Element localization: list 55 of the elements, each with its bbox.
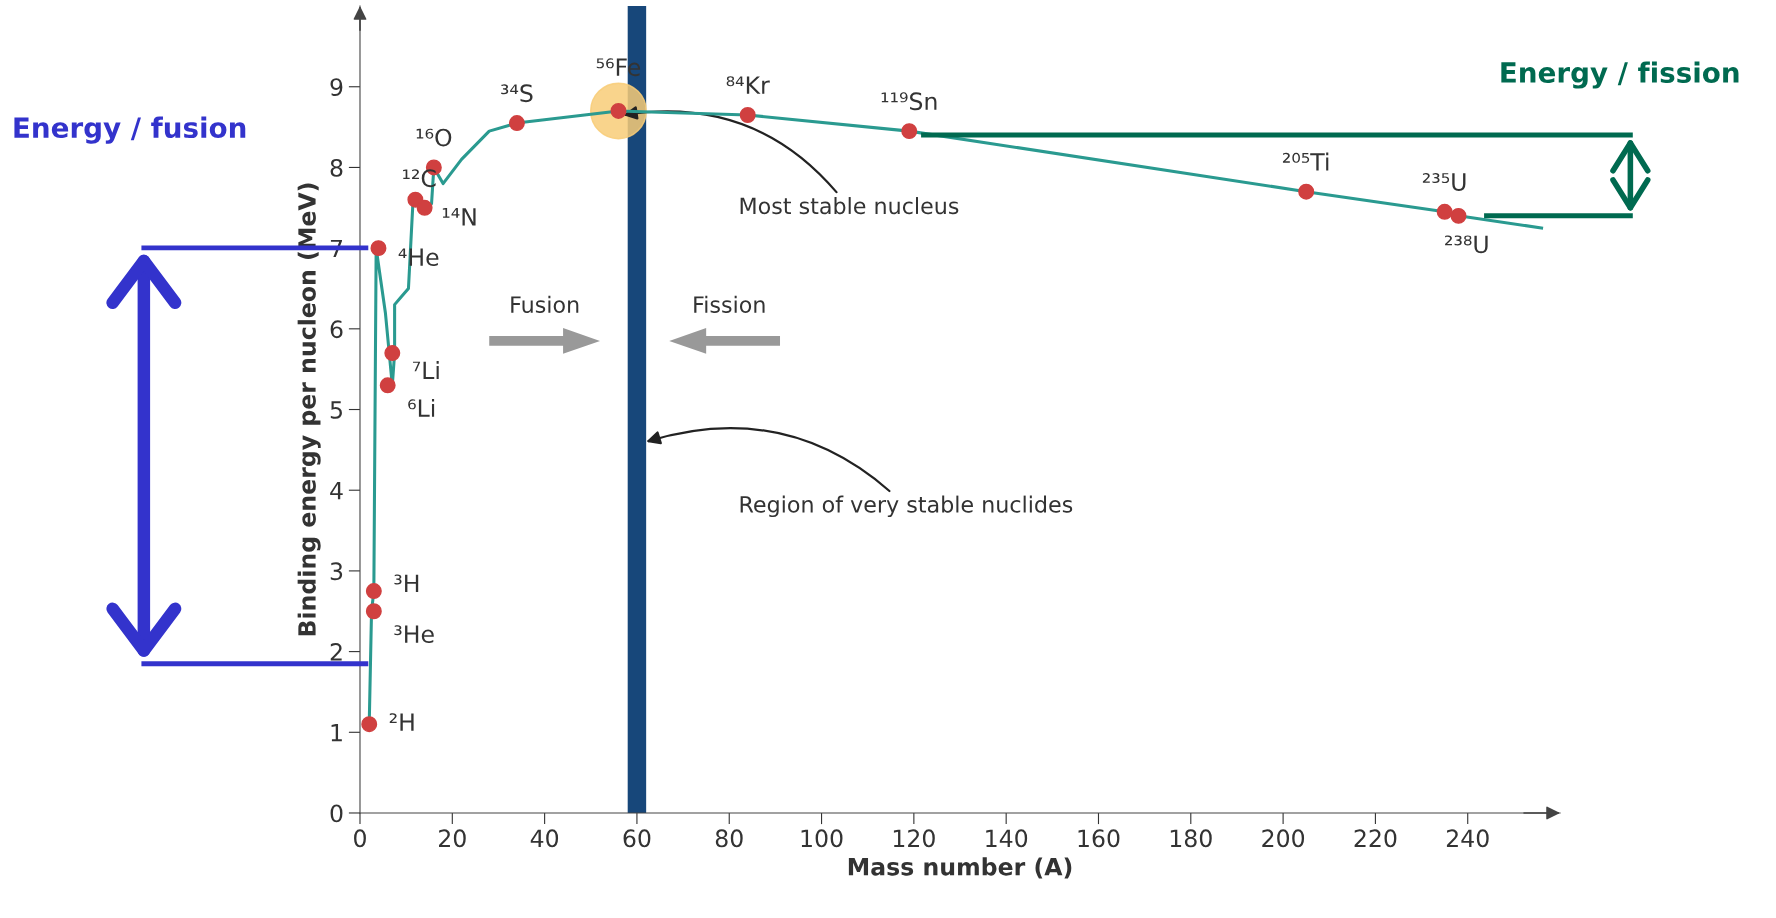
annotation: ⁸⁴Kr <box>726 76 770 94</box>
x-tick-label: 200 <box>1262 829 1305 848</box>
y-tick-label: 1 <box>331 724 342 742</box>
annotation: ¹¹⁹Sn <box>881 92 937 111</box>
annotation: Fusion <box>511 295 579 314</box>
annotation: Fission <box>694 295 765 314</box>
annotation: ²³⁵U <box>1422 173 1466 191</box>
point <box>365 603 382 620</box>
annotation: ¹⁴N <box>442 208 476 226</box>
annotation: ⁷Li <box>413 361 439 379</box>
point <box>739 107 756 123</box>
x-tick-label: 140 <box>986 829 1028 848</box>
annotation: Most stable nucleus <box>740 197 959 215</box>
x-tick-label: 80 <box>715 829 743 848</box>
annotation: Energy / fission <box>1501 61 1739 89</box>
y-tick-label: 0 <box>330 804 343 823</box>
x-tick-label: 120 <box>893 829 935 848</box>
y-tick-label: 5 <box>330 401 342 419</box>
x-tick-label: 180 <box>1170 829 1212 848</box>
point <box>384 345 401 362</box>
x-tick-label: 220 <box>1354 829 1397 848</box>
point <box>1436 203 1453 220</box>
point <box>365 583 382 600</box>
annotation: ³He <box>394 625 434 644</box>
annotation: ²³⁸U <box>1445 235 1488 254</box>
point <box>361 716 378 733</box>
annotation: ²H <box>389 713 414 731</box>
point <box>416 199 433 216</box>
text: Energy / fusion <box>14 116 246 144</box>
y-tick-label: 3 <box>330 562 343 581</box>
x-tick-label: 160 <box>1078 829 1120 848</box>
x-axis-title: Mass number (A) <box>848 857 1072 879</box>
annotation: ³⁴S <box>501 84 533 103</box>
annotation: ³H <box>394 574 419 593</box>
y-tick-label: 4 <box>330 481 343 500</box>
x-tick-label: 40 <box>530 829 559 848</box>
y-tick-label: 8 <box>330 158 343 177</box>
point <box>1450 207 1467 224</box>
x-tick-label: 100 <box>801 829 843 848</box>
point <box>901 123 918 140</box>
x-tick-label: 20 <box>439 829 466 848</box>
point <box>1298 183 1315 200</box>
y-tick-label: 9 <box>330 78 343 97</box>
annotation: Region of very stable nuclides <box>740 495 1073 518</box>
point <box>370 240 387 257</box>
annotation: ²⁰⁵Ti <box>1282 152 1329 171</box>
annotation: ¹⁶O <box>416 128 452 147</box>
annotation: ⁶Li <box>408 398 435 417</box>
x-tick-label: 60 <box>623 829 651 848</box>
point <box>379 377 396 394</box>
point <box>508 115 525 132</box>
y-tick-label: 6 <box>330 320 343 339</box>
x-tick-label: 240 <box>1446 829 1489 848</box>
y-tick-label: 2 <box>330 643 342 661</box>
x-tick-label: 0 <box>354 829 366 848</box>
